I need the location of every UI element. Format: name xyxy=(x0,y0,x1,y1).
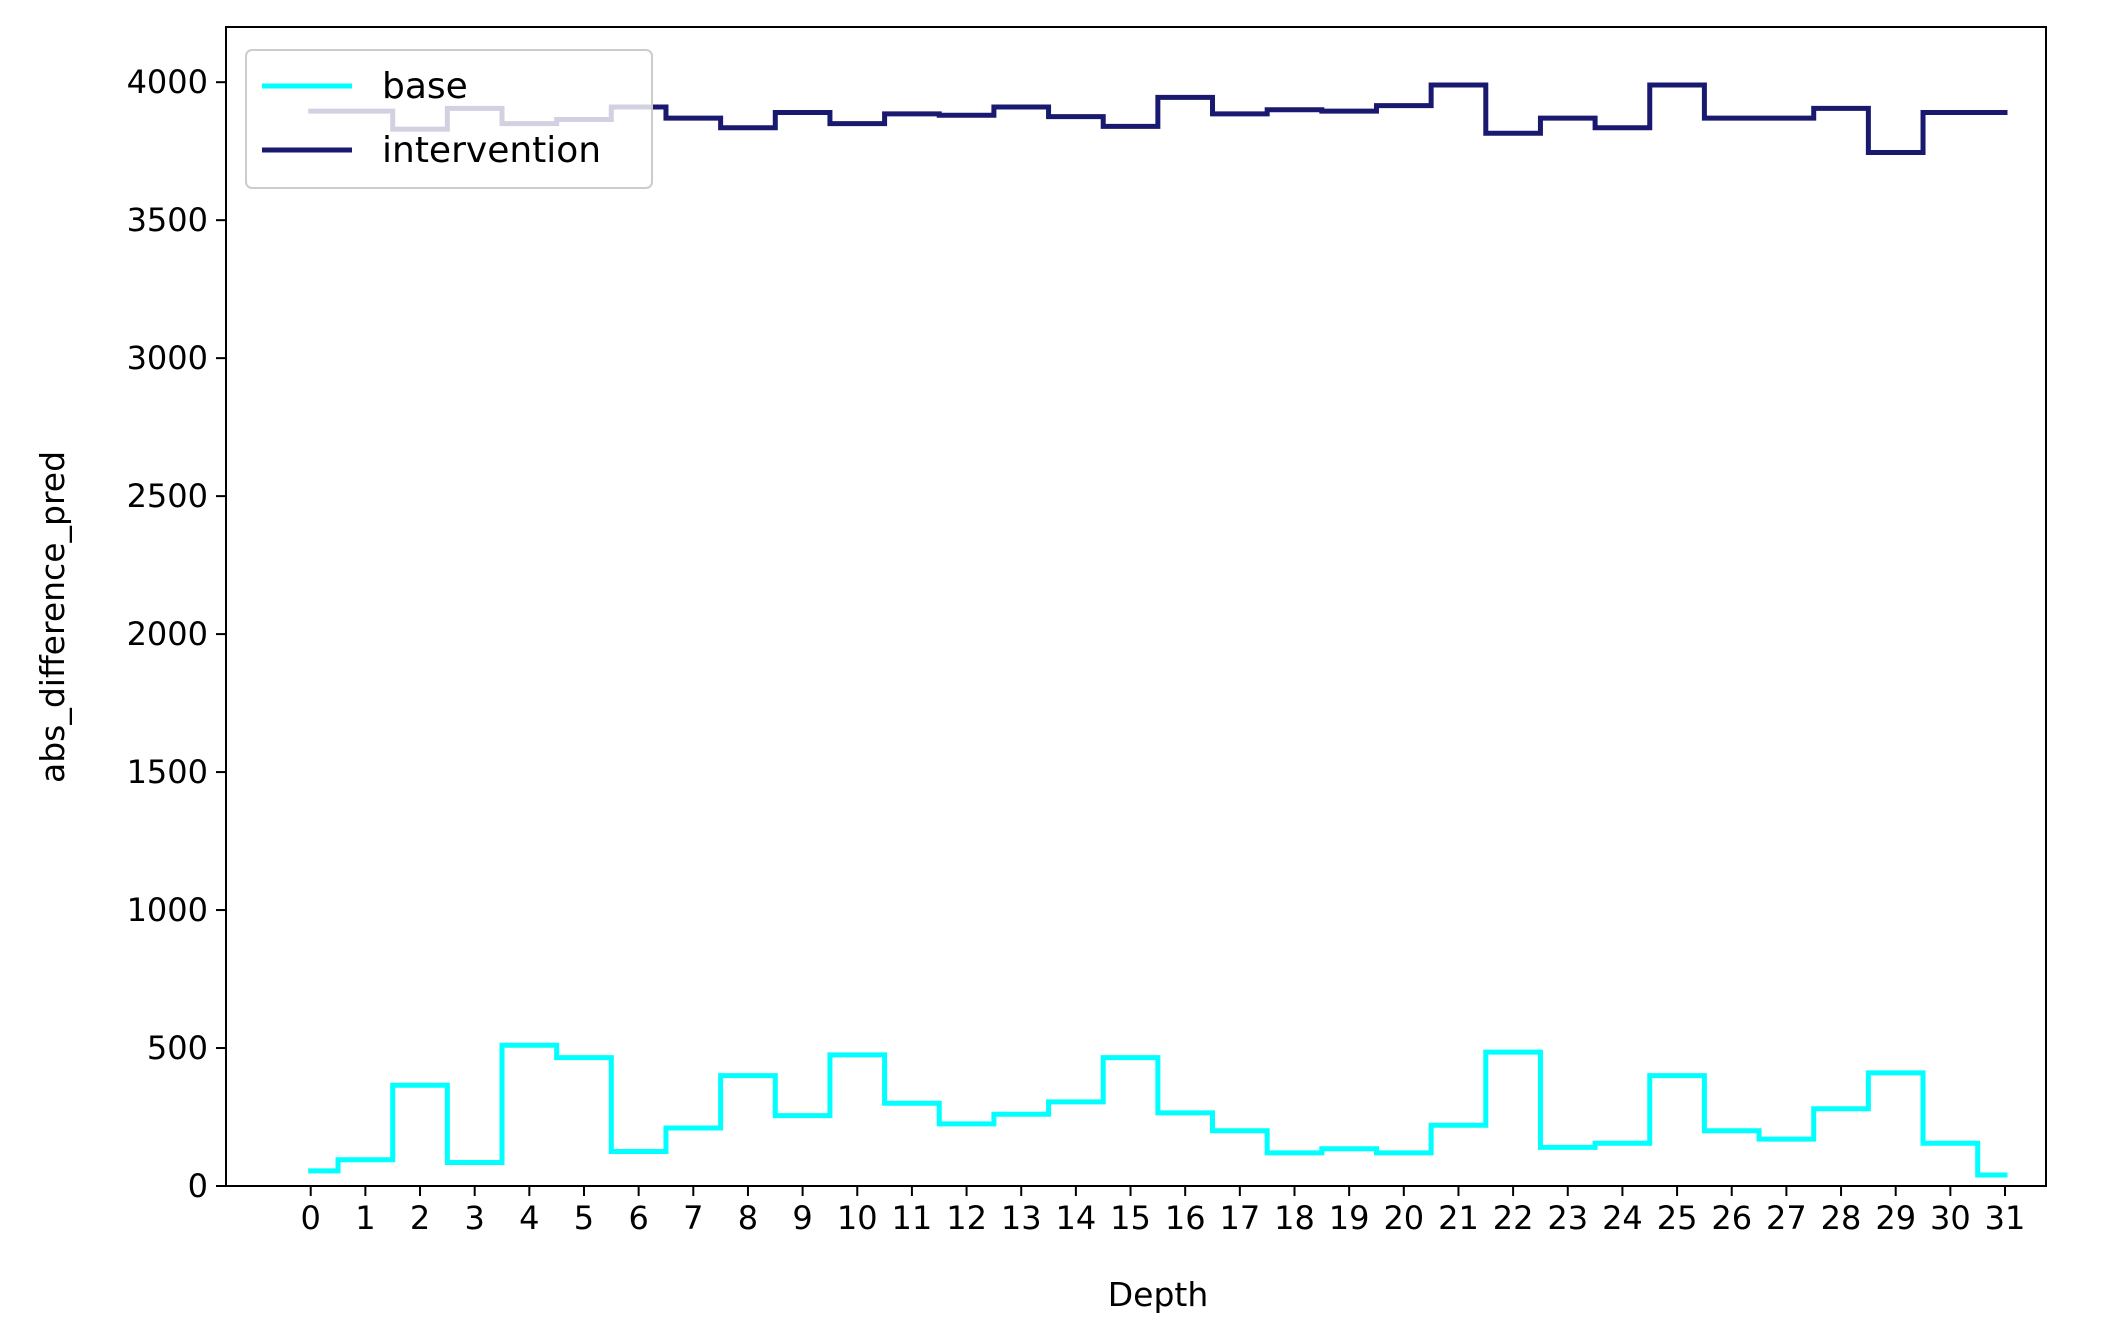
x-axis-label: Depth xyxy=(1108,1275,1209,1314)
x-tick-label: 5 xyxy=(574,1199,594,1237)
x-tick-label: 2 xyxy=(410,1199,430,1237)
y-tick-label: 2000 xyxy=(127,615,208,653)
y-tick-label: 1500 xyxy=(127,753,208,791)
x-tick-label: 9 xyxy=(792,1199,812,1237)
axes-layer: 0 1 2 3 4 5 6 7 8 9 10 11 12 13 14 15 16 17 18 19 20 21 22 23 24… xyxy=(127,26,2047,1237)
x-tick-label: 17 xyxy=(1219,1199,1260,1237)
series-line-base xyxy=(308,1042,2008,1178)
x-tick-label: 25 xyxy=(1657,1199,1698,1237)
x-tick-label: 3 xyxy=(464,1199,484,1237)
x-tick-label: 29 xyxy=(1875,1199,1916,1237)
y-tick-label: 3500 xyxy=(127,201,208,239)
x-tick-label: 8 xyxy=(738,1199,758,1237)
x-tick-label: 13 xyxy=(1001,1199,1042,1237)
x-tick-label: 11 xyxy=(892,1199,933,1237)
x-tick-label: 0 xyxy=(301,1199,321,1237)
x-tick-label: 24 xyxy=(1602,1199,1643,1237)
x-tick-label: 6 xyxy=(628,1199,648,1237)
y-tick-label: 500 xyxy=(147,1029,208,1067)
x-tick-label: 10 xyxy=(837,1199,878,1237)
x-tick-label: 19 xyxy=(1329,1199,1370,1237)
y-tick-label: 2500 xyxy=(127,477,208,515)
axes-frame xyxy=(225,26,2047,1187)
x-tick-label: 18 xyxy=(1274,1199,1315,1237)
y-tick-label: 1000 xyxy=(127,891,208,929)
x-tick-label: 21 xyxy=(1438,1199,1479,1237)
x-tick-label: 4 xyxy=(519,1199,539,1237)
x-tick-label: 14 xyxy=(1056,1199,1097,1237)
y-tick-label: 4000 xyxy=(127,63,208,101)
legend: base intervention xyxy=(245,49,653,189)
x-tick-label: 22 xyxy=(1493,1199,1534,1237)
y-tick-label: 0 xyxy=(188,1167,208,1205)
legend-label-intervention: intervention xyxy=(382,130,601,171)
x-tick-label: 23 xyxy=(1547,1199,1588,1237)
x-tick-label: 31 xyxy=(1985,1199,2026,1237)
legend-label-base: base xyxy=(382,66,468,107)
y-tick-label: 3000 xyxy=(127,339,208,377)
x-tick-label: 12 xyxy=(946,1199,987,1237)
x-tick-label: 30 xyxy=(1930,1199,1971,1237)
x-tick-label: 7 xyxy=(683,1199,703,1237)
x-tick-label: 20 xyxy=(1383,1199,1424,1237)
x-tick-label: 15 xyxy=(1110,1199,1151,1237)
x-tick-label: 27 xyxy=(1766,1199,1807,1237)
x-tick-label: 26 xyxy=(1711,1199,1752,1237)
x-tick-label: 16 xyxy=(1165,1199,1206,1237)
x-tick-label: 1 xyxy=(355,1199,375,1237)
x-tick-label: 28 xyxy=(1821,1199,1862,1237)
y-axis-label: abs_difference_pred xyxy=(33,451,72,783)
